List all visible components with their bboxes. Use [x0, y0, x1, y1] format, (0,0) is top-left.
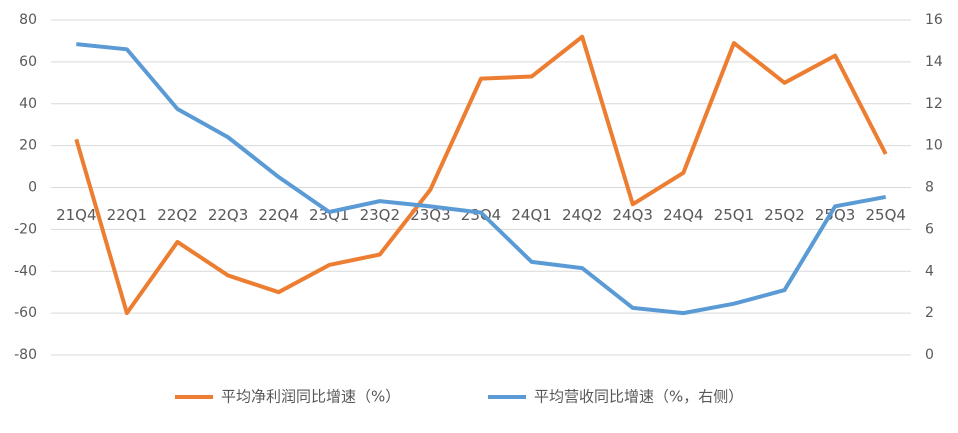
x-tick-label: 23Q3 — [410, 206, 450, 224]
y-tick-label: 80 — [19, 12, 37, 28]
y-tick-label: 0 — [28, 180, 37, 196]
y-tick-label: -60 — [14, 305, 37, 321]
x-tick-label: 22Q2 — [157, 206, 197, 224]
x-tick-label: 22Q4 — [258, 206, 298, 224]
legend-label: 平均净利润同比增速（%） — [221, 388, 400, 406]
y-tick-label: -40 — [14, 263, 37, 279]
y-tick-label: 20 — [19, 138, 37, 154]
y-tick-label: -20 — [14, 221, 37, 237]
x-tick-label: 21Q4 — [56, 206, 96, 224]
x-tick-label: 24Q4 — [663, 206, 703, 224]
x-tick-label: 23Q2 — [360, 206, 400, 224]
legend-label: 平均营收同比增速（%，右侧） — [534, 388, 743, 406]
series-line — [74, 34, 888, 316]
y-tick-label: 60 — [19, 54, 37, 70]
y2-tick-label: 8 — [925, 180, 934, 196]
y2-tick-label: 16 — [925, 12, 943, 28]
y2-tick-label: 2 — [925, 305, 934, 321]
y2-tick-label: 0 — [925, 347, 934, 363]
y-tick-label: 40 — [19, 96, 37, 112]
x-tick-label: 25Q2 — [764, 206, 804, 224]
y2-tick-label: 10 — [925, 138, 943, 154]
x-tick-label: 24Q3 — [613, 206, 653, 224]
y2-tick-label: 6 — [925, 221, 934, 237]
y2-tick-label: 4 — [925, 263, 934, 279]
y2-tick-label: 12 — [925, 96, 943, 112]
x-tick-label: 22Q1 — [107, 206, 147, 224]
x-tick-label: 24Q2 — [562, 206, 602, 224]
y2-tick-label: 14 — [925, 54, 943, 70]
x-tick-label: 24Q1 — [511, 206, 551, 224]
y-tick-label: -80 — [14, 347, 37, 363]
x-tick-label: 25Q1 — [714, 206, 754, 224]
x-tick-label: 22Q3 — [208, 206, 248, 224]
series-line — [76, 42, 887, 316]
x-tick-label: 25Q4 — [865, 206, 905, 224]
